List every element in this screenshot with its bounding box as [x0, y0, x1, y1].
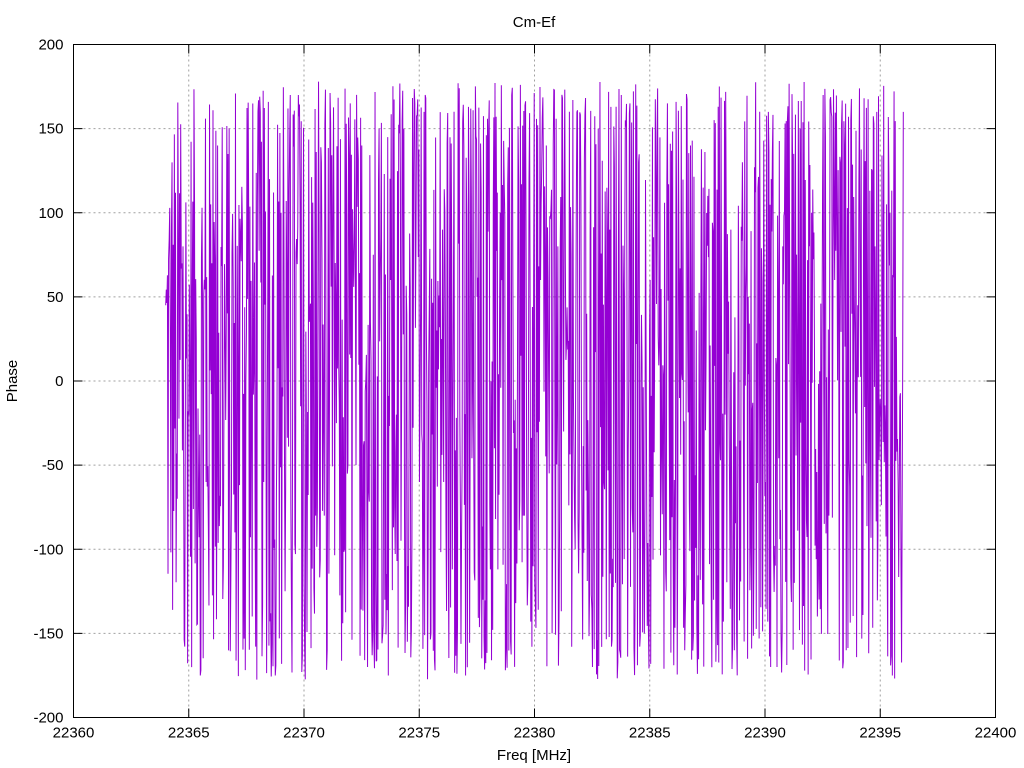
y-tick-label: 150: [38, 121, 63, 138]
x-tick-label: 22375: [398, 725, 440, 742]
chart-title: Cm-Ef: [513, 14, 556, 31]
x-tick-label: 22395: [859, 725, 901, 742]
x-tick-label: 22390: [744, 725, 786, 742]
x-axis-label: Freq [MHz]: [497, 747, 571, 764]
x-tick-label: 22400: [975, 725, 1017, 742]
tick-layer: -200 -150 -100 -50 0 50 100 150 200 22360 22365 223…: [33, 37, 1016, 742]
phase-series-line: [165, 81, 904, 680]
y-tick-label: -150: [33, 625, 63, 642]
y-tick-label: 200: [38, 37, 63, 54]
x-tick-label: 22365: [168, 725, 210, 742]
x-tick-label: 22385: [629, 725, 671, 742]
y-axis-label: Phase: [4, 360, 21, 403]
x-tick-label: 22360: [53, 725, 95, 742]
y-tick-label: 100: [38, 205, 63, 222]
y-tick-label: -200: [33, 710, 63, 727]
y-tick-label: -50: [42, 457, 64, 474]
y-tick-label: 0: [55, 373, 63, 390]
x-tick-label: 22380: [514, 725, 556, 742]
x-tick-label: 22370: [283, 725, 325, 742]
y-tick-label: 50: [47, 289, 64, 306]
label-layer: Cm-Ef Freq [MHz] Phase: [4, 14, 571, 764]
y-tick-label: -100: [33, 541, 63, 558]
data-layer: [165, 81, 904, 680]
